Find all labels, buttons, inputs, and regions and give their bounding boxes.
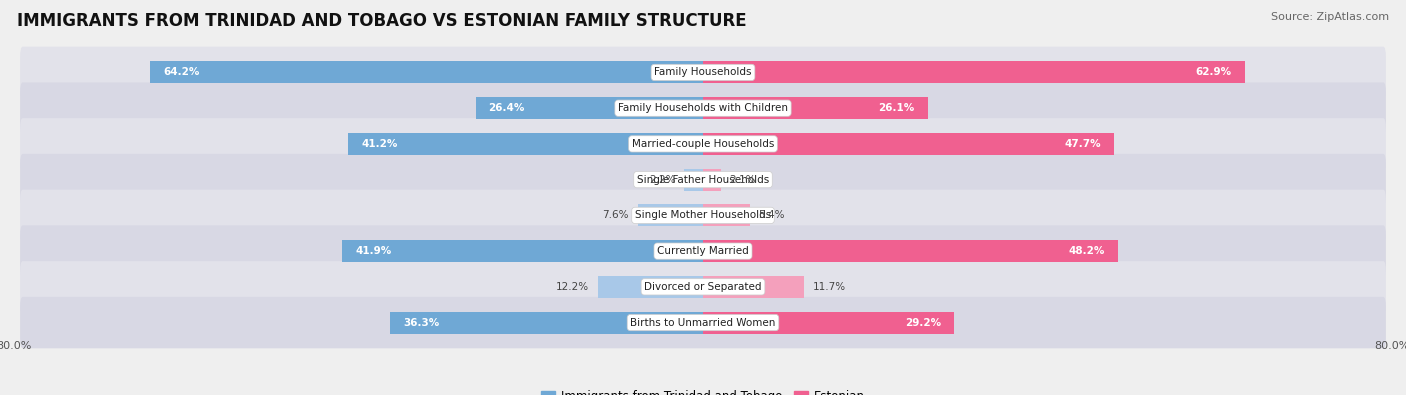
- Bar: [703, 312, 955, 334]
- Text: IMMIGRANTS FROM TRINIDAD AND TOBAGO VS ESTONIAN FAMILY STRUCTURE: IMMIGRANTS FROM TRINIDAD AND TOBAGO VS E…: [17, 12, 747, 30]
- FancyBboxPatch shape: [20, 47, 1386, 98]
- Text: 5.4%: 5.4%: [758, 211, 785, 220]
- Text: 11.7%: 11.7%: [813, 282, 845, 292]
- Bar: [391, 312, 703, 334]
- Text: Single Father Households: Single Father Households: [637, 175, 769, 184]
- Bar: [342, 240, 703, 262]
- FancyBboxPatch shape: [20, 154, 1386, 205]
- Bar: [703, 169, 721, 191]
- Bar: [637, 204, 703, 226]
- Text: 41.2%: 41.2%: [361, 139, 398, 149]
- Text: Single Mother Households: Single Mother Households: [636, 211, 770, 220]
- Bar: [703, 240, 1118, 262]
- Text: 48.2%: 48.2%: [1069, 246, 1105, 256]
- Text: 64.2%: 64.2%: [163, 68, 200, 77]
- Text: Family Households: Family Households: [654, 68, 752, 77]
- Bar: [703, 276, 804, 298]
- FancyBboxPatch shape: [20, 83, 1386, 134]
- Text: 2.1%: 2.1%: [730, 175, 756, 184]
- Text: 80.0%: 80.0%: [1374, 341, 1406, 351]
- Text: 7.6%: 7.6%: [602, 211, 628, 220]
- Text: 12.2%: 12.2%: [557, 282, 589, 292]
- Text: 26.4%: 26.4%: [488, 103, 524, 113]
- FancyBboxPatch shape: [20, 190, 1386, 241]
- Text: 41.9%: 41.9%: [356, 246, 391, 256]
- Text: 26.1%: 26.1%: [879, 103, 915, 113]
- Text: Divorced or Separated: Divorced or Separated: [644, 282, 762, 292]
- Legend: Immigrants from Trinidad and Tobago, Estonian: Immigrants from Trinidad and Tobago, Est…: [536, 385, 870, 395]
- Text: 80.0%: 80.0%: [0, 341, 32, 351]
- Text: 47.7%: 47.7%: [1064, 139, 1101, 149]
- Text: 62.9%: 62.9%: [1195, 68, 1232, 77]
- FancyBboxPatch shape: [20, 118, 1386, 169]
- FancyBboxPatch shape: [20, 261, 1386, 312]
- Bar: [703, 97, 928, 119]
- Text: 2.2%: 2.2%: [650, 175, 675, 184]
- Bar: [685, 169, 703, 191]
- Text: Married-couple Households: Married-couple Households: [631, 139, 775, 149]
- FancyBboxPatch shape: [20, 226, 1386, 277]
- Text: 36.3%: 36.3%: [404, 318, 440, 327]
- Text: Source: ZipAtlas.com: Source: ZipAtlas.com: [1271, 12, 1389, 22]
- Text: Family Households with Children: Family Households with Children: [619, 103, 787, 113]
- Text: Currently Married: Currently Married: [657, 246, 749, 256]
- Bar: [349, 133, 703, 155]
- Bar: [703, 61, 1244, 83]
- FancyBboxPatch shape: [20, 297, 1386, 348]
- Text: Births to Unmarried Women: Births to Unmarried Women: [630, 318, 776, 327]
- Bar: [475, 97, 703, 119]
- Bar: [598, 276, 703, 298]
- Bar: [150, 61, 703, 83]
- Bar: [703, 204, 749, 226]
- Bar: [703, 133, 1114, 155]
- Text: 29.2%: 29.2%: [905, 318, 942, 327]
